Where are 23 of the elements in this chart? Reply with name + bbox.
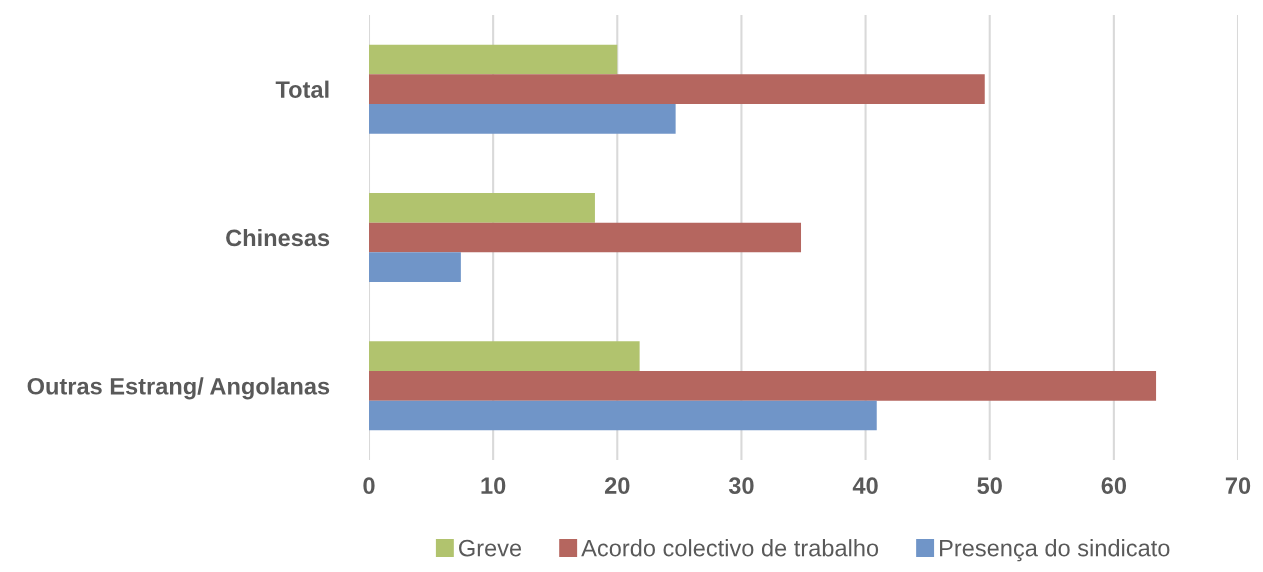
bar — [369, 193, 595, 223]
legend-label: Presença do sindicato — [940, 539, 1170, 562]
bar — [369, 400, 877, 431]
x-tick-label: 20 — [604, 477, 630, 495]
bar — [369, 252, 461, 282]
legend-label: Greve — [459, 539, 522, 557]
x-tick-label: 30 — [728, 477, 754, 495]
legend-label: Acordo colectivo de trabalho — [581, 539, 879, 557]
x-tick-label: 50 — [977, 477, 1002, 495]
bar — [369, 104, 676, 134]
bar — [369, 222, 802, 253]
bar — [369, 371, 1157, 401]
x-tick-label: 40 — [852, 477, 878, 495]
bar — [369, 74, 985, 104]
bar — [369, 44, 618, 75]
y-tick-label: Outras Estrang/ Angolanas — [27, 377, 330, 400]
y-tick-label: Total — [275, 80, 329, 98]
y-tick-label: Chinesas — [226, 228, 330, 247]
x-tick-label: 10 — [481, 477, 506, 495]
x-tick-label: 70 — [1225, 477, 1251, 495]
x-tick-label: 60 — [1101, 477, 1127, 495]
bar — [369, 341, 640, 371]
x-tick-label: 0 — [363, 477, 375, 495]
